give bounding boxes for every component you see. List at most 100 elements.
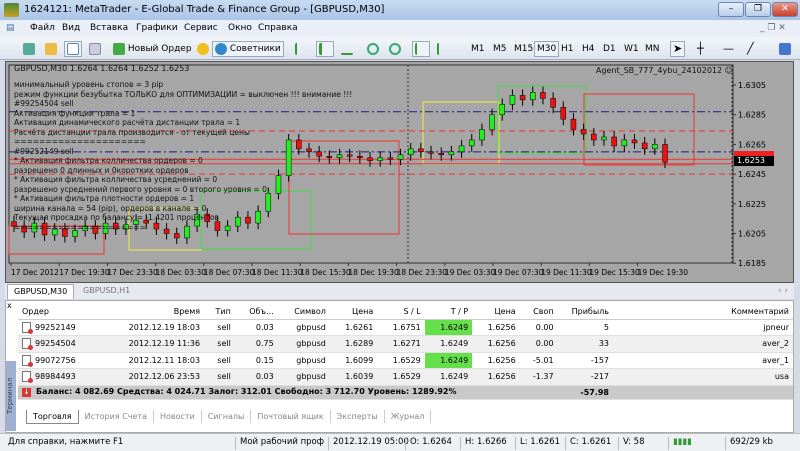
tf-m5[interactable]: M5 <box>493 44 507 54</box>
new-order-button[interactable]: Новый Ордер <box>110 41 195 57</box>
cell-11: usa <box>613 368 793 386</box>
status-low: L: 1.6261 <box>515 437 560 450</box>
tf-m1[interactable]: M1 <box>471 44 485 54</box>
menu-help[interactable]: Справка <box>258 23 298 33</box>
candle-bear <box>631 139 638 144</box>
time-tick-label: 18 Dec 03:30 <box>156 268 207 277</box>
menu-tools[interactable]: Сервис <box>184 23 218 33</box>
column-header[interactable]: Цена <box>472 305 520 320</box>
candle-bull <box>407 148 414 156</box>
new-chart-button[interactable] <box>20 41 38 57</box>
chart-shift-button[interactable] <box>434 41 452 57</box>
status-help: Для справки, нажмите F1 <box>8 437 124 447</box>
cell-3: 0.75 <box>234 335 278 353</box>
cell-5: 1.6039 <box>329 368 378 386</box>
status-profile[interactable]: Мой рабочий проф <box>235 437 324 450</box>
minimize-button[interactable]: – <box>718 2 744 17</box>
bar-chart-button[interactable] <box>292 41 310 57</box>
autoscroll-button[interactable] <box>412 41 430 57</box>
mdi-controls[interactable]: _ ❐ ✕ <box>760 23 786 33</box>
status-traffic: 692/29 kb <box>725 437 773 450</box>
column-header[interactable]: Ордер <box>18 305 100 320</box>
cell-4: gbpusd <box>277 352 330 369</box>
terminal-tab[interactable]: Новости <box>154 410 202 423</box>
column-header[interactable]: S / L <box>377 305 425 320</box>
hline-icon[interactable]: — <box>723 42 734 55</box>
balance-text: Баланс: 4 082.69 Средства: 4 024.71 Зало… <box>36 387 457 396</box>
tf-m15[interactable]: M15 <box>514 44 534 54</box>
terminal-close-button[interactable]: x <box>7 301 12 310</box>
menu-bar: ▤ Файл Вид Вставка Графики Сервис Окно С… <box>0 20 800 37</box>
tab-scroll-arrows[interactable]: ‹ › <box>777 286 788 296</box>
candle-bear <box>591 133 597 141</box>
candle-bull <box>489 114 495 130</box>
zone-rectangle <box>200 190 312 250</box>
market-watch-button[interactable] <box>64 41 82 57</box>
column-header[interactable]: T / P <box>424 305 473 320</box>
order-row[interactable]: 99072756 2012.12.11 18:03 sell 0.15 gbpusd 1.… <box>18 352 793 369</box>
column-header[interactable]: Тип <box>204 305 235 320</box>
terminal-tab[interactable]: Эксперты <box>331 410 385 423</box>
tf-mn[interactable]: MN <box>645 44 660 54</box>
zoom-out-icon[interactable] <box>386 41 404 57</box>
candle-bear <box>21 225 27 233</box>
price-tick-label: 1.6305 <box>738 81 766 90</box>
candles-button[interactable] <box>316 41 334 57</box>
data-window-button[interactable] <box>86 41 104 57</box>
warning-icon[interactable] <box>194 41 212 57</box>
profiles-button[interactable] <box>42 41 60 57</box>
time-tick-label: 17 Dec 2012 <box>11 268 59 277</box>
zoom-in-icon[interactable] <box>364 41 382 57</box>
tf-m30[interactable]: M30 <box>534 41 560 57</box>
terminal-tab[interactable]: Журнал <box>385 410 432 423</box>
toolbar: Новый Ордер Советники M1 M5 M15 M30 H1 H… <box>0 37 800 60</box>
chart-tab-m30[interactable]: GBPUSD,M30 <box>7 284 75 299</box>
order-row[interactable]: 99254504 2012.12.19 11:36 sell 0.75 gbpusd 1.… <box>18 335 793 353</box>
trendline-icon[interactable]: ╱ <box>747 42 754 55</box>
terminal-tab[interactable]: Торговля <box>26 410 79 424</box>
order-id: 99072756 <box>35 355 76 365</box>
restore-button[interactable]: ❐ <box>745 2 771 17</box>
column-header[interactable]: Цена <box>329 305 378 320</box>
candle-bear <box>11 221 17 227</box>
candle-bear <box>204 213 211 222</box>
cell-11: aver_2 <box>613 335 793 353</box>
cell-1: 2012.12.11 18:03 <box>99 352 205 369</box>
cell-1: 2012.12.19 18:03 <box>99 319 205 336</box>
column-header[interactable]: Время <box>99 305 205 320</box>
candle-bull <box>285 139 292 176</box>
menu-charts[interactable]: Графики <box>136 23 178 33</box>
cursor-icon[interactable]: ➤ <box>670 41 686 57</box>
chart-tab-h1[interactable]: GBPUSD,H1 <box>83 286 131 295</box>
chart-header: GBPUSD,M30 1.6264 1.6264 1.6252 1.6253 <box>14 64 190 73</box>
experts-button[interactable]: Советники <box>212 41 284 57</box>
menu-insert[interactable]: Вставка <box>90 23 129 33</box>
empty-cell <box>613 385 793 400</box>
order-row[interactable]: 98984493 2012.12.06 23:53 sell 0.03 gbpusd 1.… <box>18 368 793 386</box>
tf-h1[interactable]: H1 <box>561 44 574 54</box>
terminal-tab[interactable]: История Счета <box>79 410 154 423</box>
column-header[interactable]: Объ... <box>234 305 278 320</box>
column-header[interactable]: Своп <box>519 305 558 320</box>
line-chart-button[interactable] <box>338 41 356 57</box>
tf-w1[interactable]: W1 <box>624 44 639 54</box>
candle-bear <box>519 95 526 101</box>
column-header[interactable]: Комментарий <box>613 305 793 320</box>
price-chart[interactable]: 1.6305 1.6285 1.6265 1.6245 1.6225 1.6205 1.61… <box>5 61 794 283</box>
crosshair-icon[interactable]: ┼ <box>697 42 704 55</box>
menu-file[interactable]: Файл <box>30 23 55 33</box>
tf-h4[interactable]: H4 <box>582 44 595 54</box>
terminal-tab[interactable]: Сигналы <box>202 410 252 423</box>
menu-view[interactable]: Вид <box>62 23 81 33</box>
candle-bear <box>306 148 312 153</box>
cell-10: -157 <box>557 352 613 369</box>
tf-d1[interactable]: D1 <box>603 44 616 54</box>
chat-icon[interactable] <box>776 41 794 57</box>
column-header[interactable]: Прибыль <box>557 305 613 320</box>
close-button[interactable]: ✕ <box>772 2 798 17</box>
column-header[interactable]: Символ <box>277 305 330 320</box>
order-row[interactable]: 99252149 2012.12.19 18:03 sell 0.03 gbpusd 1.… <box>18 319 793 336</box>
candle-bear <box>387 157 394 160</box>
menu-window[interactable]: Окно <box>228 23 252 33</box>
terminal-tab[interactable]: Почтовый ящик <box>251 410 331 423</box>
